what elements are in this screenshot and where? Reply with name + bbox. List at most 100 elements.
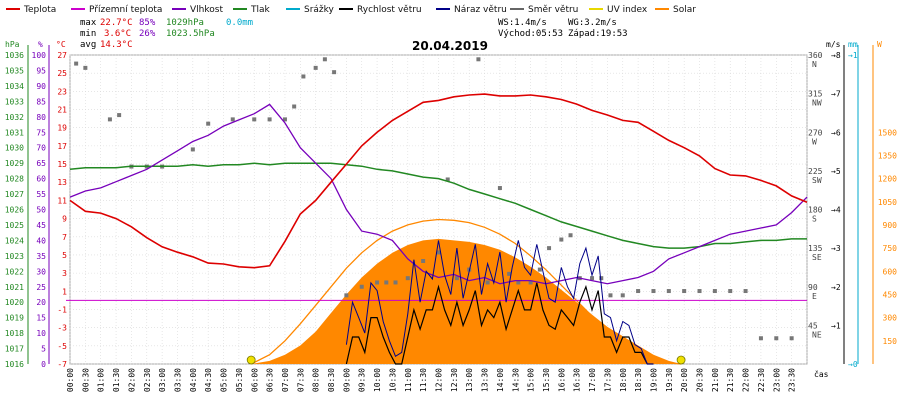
wind-direction-point bbox=[497, 186, 502, 191]
wind-direction-point bbox=[651, 289, 656, 294]
temp-axis-tick: -7 bbox=[57, 360, 67, 369]
x-tick: 15:00 bbox=[527, 368, 536, 392]
solar-tick: 1500 bbox=[878, 128, 897, 137]
percent-axis-tick: 50 bbox=[36, 206, 46, 215]
percent-axis-tick: 65 bbox=[36, 159, 46, 168]
wind-direction-tick: 360 bbox=[808, 51, 823, 60]
wind-speed-tick: →8 bbox=[831, 51, 841, 60]
x-tick: 17:30 bbox=[603, 368, 612, 392]
wind-direction-point bbox=[359, 284, 364, 289]
temp-axis-tick: 11 bbox=[57, 196, 67, 205]
hpa-axis-unit: hPa bbox=[5, 40, 20, 49]
wind-direction-point bbox=[697, 289, 702, 294]
percent-axis-tick: 60 bbox=[36, 175, 46, 184]
wind-speed-tick: →1 bbox=[831, 321, 841, 330]
stat-avg-temp: 14.3°C bbox=[100, 40, 133, 50]
wind-direction-tick: 225 bbox=[808, 167, 823, 176]
stat-wind-gust: WG:3.2m/s bbox=[568, 18, 617, 28]
x-tick: 18:00 bbox=[619, 368, 628, 392]
wind-speed-tick: →6 bbox=[831, 128, 841, 137]
x-tick: 12:30 bbox=[450, 368, 459, 392]
wind-speed-line bbox=[345, 282, 654, 365]
solar-tick: 300 bbox=[883, 314, 898, 323]
legend-label: Náraz větru bbox=[454, 5, 507, 15]
rain-axis-unit: mm bbox=[848, 40, 858, 49]
wind-direction-tick: 180 bbox=[808, 206, 823, 215]
wind-direction-point bbox=[537, 267, 542, 272]
legend-entry: UV index bbox=[589, 5, 648, 15]
x-axis-label: čas bbox=[814, 369, 829, 379]
percent-axis-tick: 95 bbox=[36, 66, 46, 75]
hpa-axis-tick: 1019 bbox=[5, 314, 24, 323]
wind-direction-tick: 315 bbox=[808, 90, 823, 99]
legend-label: Teplota bbox=[23, 5, 56, 15]
wind-speed-tick: →5 bbox=[831, 167, 841, 176]
x-tick: 00:00 bbox=[66, 368, 75, 392]
wind-direction-point bbox=[590, 276, 595, 281]
wind-direction-tick: 90 bbox=[808, 283, 818, 292]
x-tick: 08:00 bbox=[312, 368, 321, 392]
legend-label: Vlhkost bbox=[190, 5, 223, 15]
x-tick: 02:30 bbox=[143, 368, 152, 392]
percent-axis-tick: 85 bbox=[36, 97, 46, 106]
legend-entry: Směr větru bbox=[510, 5, 578, 15]
temp-axis-tick: 21 bbox=[57, 106, 67, 115]
wind-speed-unit: m/s bbox=[826, 40, 841, 49]
wind-direction-point bbox=[599, 276, 604, 281]
wind-direction-point bbox=[568, 233, 573, 238]
temp-axis-tick: 3 bbox=[62, 269, 67, 278]
stat-min-temp: 3.6°C bbox=[104, 29, 131, 39]
wind-direction-point bbox=[608, 293, 613, 298]
wind-direction-point bbox=[107, 117, 112, 122]
x-tick: 19:30 bbox=[665, 368, 674, 392]
percent-axis-tick: 40 bbox=[36, 236, 46, 245]
wind-speed-tick: →7 bbox=[831, 90, 841, 99]
wind-direction-point bbox=[774, 336, 779, 341]
x-tick: 14:00 bbox=[496, 368, 505, 392]
percent-axis-tick: 70 bbox=[36, 144, 46, 153]
hpa-axis-tick: 1027 bbox=[5, 190, 24, 199]
wind-direction-point bbox=[476, 57, 481, 62]
x-tick: 07:00 bbox=[281, 368, 290, 392]
wind-direction-point bbox=[83, 65, 88, 70]
temperature-line bbox=[69, 93, 808, 269]
hpa-axis-tick: 1020 bbox=[5, 298, 24, 307]
temp-axis-tick: 13 bbox=[57, 178, 67, 187]
x-tick: 10:00 bbox=[373, 368, 382, 392]
wind-direction-point bbox=[313, 65, 318, 70]
legend-entry: Teplota bbox=[6, 5, 56, 15]
wind-direction-point bbox=[507, 271, 512, 276]
temp-axis-tick: -3 bbox=[57, 324, 67, 333]
x-tick: 01:00 bbox=[97, 368, 106, 392]
stat-max-press: 1029hPa bbox=[166, 18, 204, 28]
wind-direction-letter: SE bbox=[812, 253, 822, 262]
temp-axis-tick: 19 bbox=[57, 124, 67, 133]
wind-direction-point bbox=[375, 280, 380, 285]
rain-tick: →0 bbox=[848, 360, 858, 369]
wind-direction-point bbox=[547, 246, 552, 251]
x-tick: 12:00 bbox=[435, 368, 444, 392]
wind-speed-tick: →3 bbox=[831, 244, 841, 253]
x-tick: 00:30 bbox=[81, 368, 90, 392]
hpa-axis-tick: 1036 bbox=[5, 51, 24, 60]
solar-axis-unit: W bbox=[877, 40, 882, 49]
wind-direction-letter: S bbox=[812, 215, 817, 224]
hpa-axis-tick: 1035 bbox=[5, 66, 24, 75]
percent-axis-tick: 75 bbox=[36, 128, 46, 137]
wind-direction-point bbox=[384, 280, 389, 285]
percent-axis-tick: 0 bbox=[41, 360, 46, 369]
stat-max-label: max bbox=[80, 18, 97, 28]
x-tick: 21:00 bbox=[711, 368, 720, 392]
x-tick: 04:30 bbox=[204, 368, 213, 392]
x-tick: 21:30 bbox=[726, 368, 735, 392]
rain-tick: →1 bbox=[848, 51, 858, 60]
wind-direction-tick: 270 bbox=[808, 128, 823, 137]
solar-tick: 1050 bbox=[878, 198, 897, 207]
wind-direction-point bbox=[117, 113, 122, 118]
hpa-axis-tick: 1031 bbox=[5, 128, 24, 137]
hpa-axis-tick: 1023 bbox=[5, 252, 24, 261]
legend-label: Směr větru bbox=[528, 5, 578, 15]
stat-avg-label: avg bbox=[80, 40, 96, 50]
hpa-axis-tick: 1028 bbox=[5, 175, 24, 184]
temp-axis-tick: -1 bbox=[57, 305, 67, 314]
